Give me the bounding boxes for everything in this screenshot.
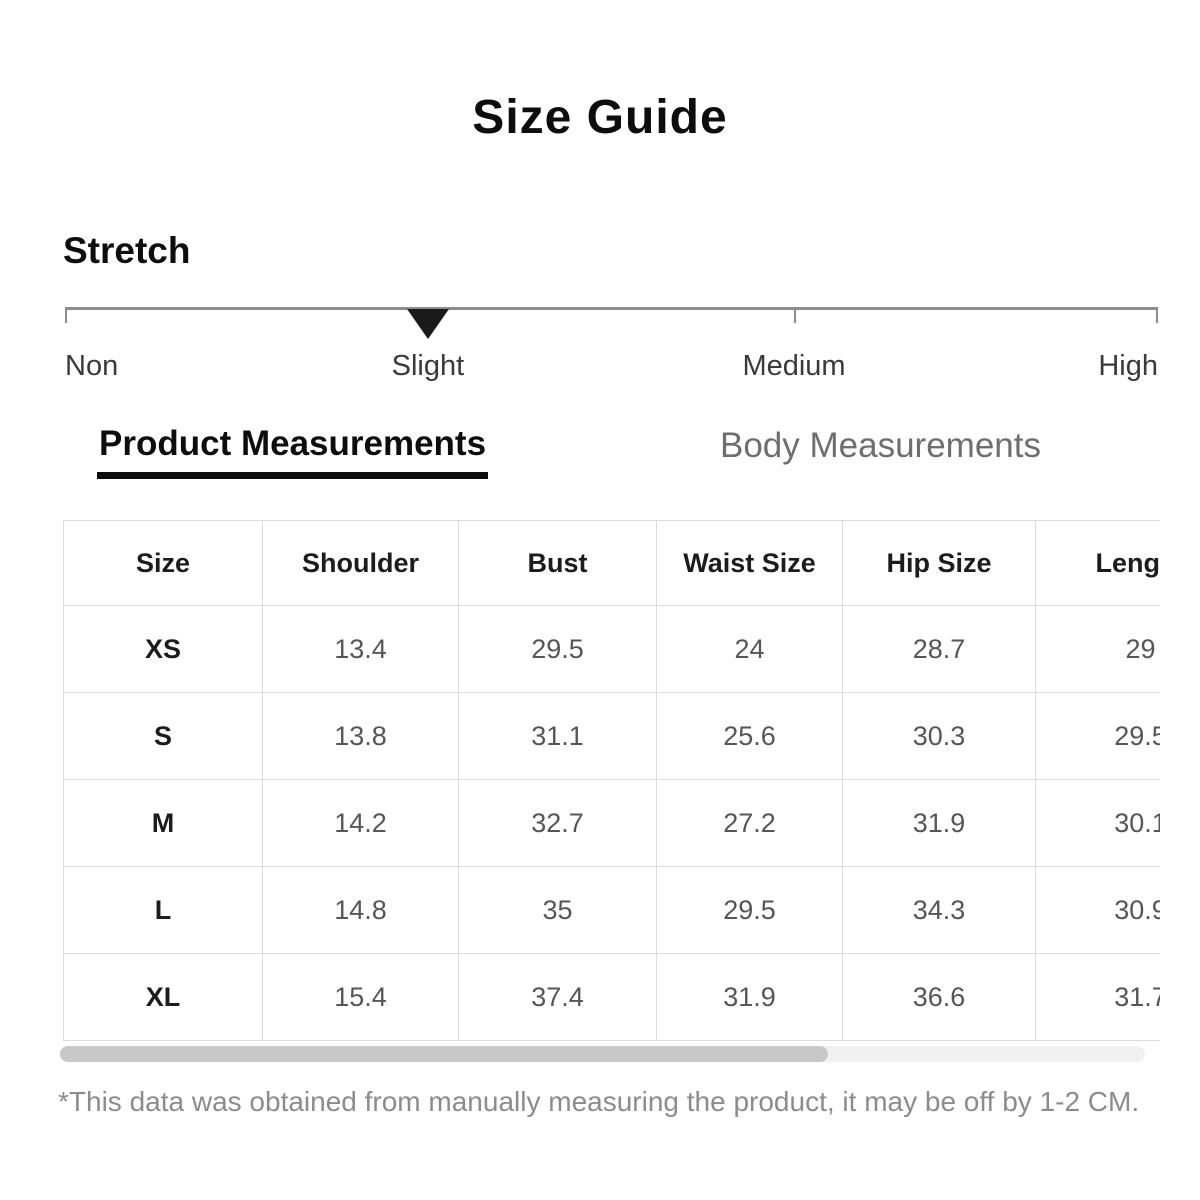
size-label-xs: XS [63,605,263,693]
cell-m-shoulder: 14.2 [262,779,459,867]
cell-m-bust: 32.7 [458,779,657,867]
cell-s-length: 29.5 [1035,692,1160,780]
table-row: XL 15.4 37.4 31.9 36.6 31.7 [63,953,1160,1041]
slider-tick-start [65,309,67,323]
table-row: M 14.2 32.7 27.2 31.9 30.1 [63,779,1160,867]
col-header-shoulder: Shoulder [262,520,459,606]
col-header-size: Size [63,520,263,606]
col-header-waist: Waist Size [656,520,843,606]
cell-xl-length: 31.7 [1035,953,1160,1041]
stretch-level-non: Non [65,350,119,382]
table-row: L 14.8 35 29.5 34.3 30.9 [63,866,1160,954]
cell-l-hip: 34.3 [842,866,1036,954]
col-header-hip: Hip Size [842,520,1036,606]
table-row: S 13.8 31.1 25.6 30.3 29.5 [63,692,1160,780]
cell-xl-hip: 36.6 [842,953,1036,1041]
product-measurements-table: Size Shoulder Bust Waist Size Hip Size L… [63,520,1160,1041]
horizontal-scrollbar-thumb[interactable] [60,1046,828,1062]
slider-tick-end [1156,309,1158,323]
stretch-slider [65,307,1158,347]
tab-body-measurements[interactable]: Body Measurements [720,426,1041,465]
size-label-s: S [63,692,263,780]
stretch-level-slight: Slight [391,350,465,382]
cell-xs-bust: 29.5 [458,605,657,693]
cell-m-waist: 27.2 [656,779,843,867]
cell-xs-length: 29 [1035,605,1160,693]
page-title: Size Guide [472,91,728,144]
cell-s-bust: 31.1 [458,692,657,780]
cell-xl-shoulder: 15.4 [262,953,459,1041]
cell-m-length: 30.1 [1035,779,1160,867]
size-label-m: M [63,779,263,867]
cell-s-waist: 25.6 [656,692,843,780]
stretch-slider-labels: Non Slight Medium High [65,350,1158,386]
cell-xl-bust: 37.4 [458,953,657,1041]
cell-xs-waist: 24 [656,605,843,693]
table-header-row: Size Shoulder Bust Waist Size Hip Size L… [63,520,1160,606]
size-label-xl: XL [63,953,263,1041]
stretch-level-marker-icon [406,309,449,339]
measurements-table-viewport: Size Shoulder Bust Waist Size Hip Size L… [63,520,1160,1041]
cell-l-bust: 35 [458,866,657,954]
col-header-length: Length [1035,520,1160,606]
cell-xs-hip: 28.7 [842,605,1036,693]
table-row: XS 13.4 29.5 24 28.7 29 [63,605,1160,693]
cell-l-shoulder: 14.8 [262,866,459,954]
stretch-level-high: High [1098,350,1158,382]
cell-l-length: 30.9 [1035,866,1160,954]
measurement-disclaimer: *This data was obtained from manually me… [58,1086,1140,1117]
cell-m-hip: 31.9 [842,779,1036,867]
size-label-l: L [63,866,263,954]
cell-l-waist: 29.5 [656,866,843,954]
col-header-bust: Bust [458,520,657,606]
stretch-level-medium: Medium [742,350,846,382]
horizontal-scrollbar-track[interactable] [60,1046,1145,1062]
cell-s-hip: 30.3 [842,692,1036,780]
tab-product-measurements[interactable]: Product Measurements [97,424,489,479]
stretch-slider-track [65,307,1158,310]
stretch-section-label: Stretch [63,230,191,271]
cell-xs-shoulder: 13.4 [262,605,459,693]
cell-xl-waist: 31.9 [656,953,843,1041]
cell-s-shoulder: 13.8 [262,692,459,780]
slider-tick-medium [794,309,797,323]
